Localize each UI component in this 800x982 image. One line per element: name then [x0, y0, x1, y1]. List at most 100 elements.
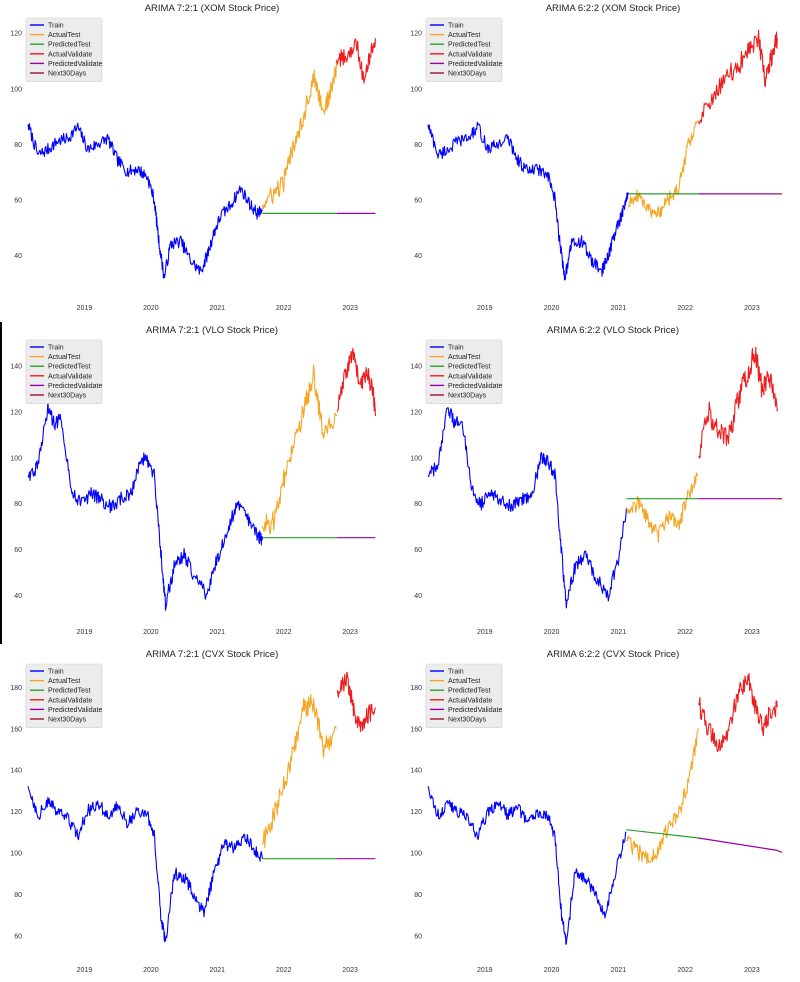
- x-tick-label: 2020: [544, 629, 560, 636]
- legend-label: Next30Days: [48, 71, 87, 78]
- legend-label: PredictedTest: [448, 688, 490, 695]
- y-tick-label: 80: [14, 142, 22, 149]
- x-tick-label: 2022: [276, 967, 292, 974]
- x-tick-label: 2021: [209, 305, 225, 312]
- legend-label: PredictedValidate: [48, 707, 102, 714]
- y-tick-label: 40: [14, 253, 22, 260]
- legend-label: Train: [48, 23, 64, 30]
- x-tick-label: 2023: [744, 629, 760, 636]
- legend-label: PredictedTest: [48, 42, 90, 49]
- legend-label: ActualValidate: [48, 51, 92, 58]
- legend-box: [425, 17, 503, 82]
- y-tick-label: 80: [14, 501, 22, 508]
- series-line-actualvalidate: [336, 347, 376, 417]
- chart-svg: ARIMA 7:2:1 (CVX Stock Price) 60 80 100 120 1…: [10, 649, 376, 974]
- x-tick-label: 2021: [611, 305, 627, 312]
- y-tick-label: 100: [410, 850, 422, 857]
- y-tick-label: 120: [10, 409, 22, 416]
- series-line-train: [427, 407, 627, 609]
- legend-label: ActualTest: [448, 32, 480, 39]
- legend-label: Train: [448, 23, 464, 30]
- series-line-train: [427, 121, 629, 281]
- x-tick-label: 2020: [544, 967, 560, 974]
- y-tick-label: 60: [414, 547, 422, 554]
- series-line-actualtest: [261, 693, 338, 849]
- y-tick-label: 60: [414, 197, 422, 204]
- x-tick-label: 2019: [477, 629, 493, 636]
- legend-box: [425, 339, 503, 404]
- legend-label: ActualValidate: [448, 51, 492, 58]
- y-tick-label: 140: [10, 768, 22, 775]
- legend-label: PredictedValidate: [48, 383, 102, 390]
- legend-label: PredictedTest: [448, 42, 490, 49]
- x-tick-label: 2020: [143, 967, 159, 974]
- chart-panel: ARIMA 7:2:1 (VLO Stock Price) 40 60 80 100 12…: [0, 322, 398, 644]
- x-tick-label: 2019: [77, 967, 93, 974]
- chart-svg: ARIMA 7:2:1 (XOM Stock Price) 40 60 80 100 12…: [10, 3, 376, 312]
- x-tick-label: 2021: [209, 629, 225, 636]
- series-line-predictedvalidate: [698, 837, 778, 851]
- legend-label: Train: [48, 345, 64, 352]
- y-tick-label: 100: [410, 86, 422, 93]
- legend-label: PredictedTest: [48, 688, 90, 695]
- series-line-actualvalidate: [336, 38, 376, 84]
- series-line-train: [27, 400, 263, 611]
- y-tick-label: 60: [14, 933, 22, 940]
- x-tick-label: 2022: [276, 305, 292, 312]
- x-tick-label: 2020: [143, 629, 159, 636]
- chart-title: ARIMA 6:2:2 (CVX Stock Price): [547, 649, 680, 660]
- y-tick-label: 40: [414, 253, 422, 260]
- legend-label: Train: [448, 669, 464, 676]
- y-tick-label: 80: [414, 142, 422, 149]
- chart-title: ARIMA 6:2:2 (XOM Stock Price): [546, 3, 681, 14]
- legend-label: PredictedTest: [448, 364, 490, 371]
- legend-box: [25, 339, 103, 404]
- legend-label: Next30Days: [48, 717, 87, 724]
- chart-panel: ARIMA 6:2:2 (XOM Stock Price) 40 60 80 100 12…: [400, 0, 800, 320]
- x-tick-label: 2023: [342, 967, 358, 974]
- series-line-train: [27, 786, 263, 943]
- x-tick-label: 2022: [276, 629, 292, 636]
- chart-title: ARIMA 6:2:2 (VLO Stock Price): [547, 325, 679, 336]
- series-line-actualtest: [625, 728, 700, 865]
- series-line-actualvalidate: [698, 346, 778, 459]
- x-tick-label: 2023: [744, 967, 760, 974]
- series-line-actualtest: [625, 472, 699, 543]
- series-line-actualtest: [261, 364, 338, 535]
- chart-panel: ARIMA 6:2:2 (VLO Stock Price) 40 60 80 100 12…: [400, 322, 800, 644]
- legend-label: ActualValidate: [448, 373, 492, 380]
- x-tick-label: 2022: [677, 305, 693, 312]
- y-tick-label: 120: [410, 31, 422, 38]
- series-line-train: [27, 122, 263, 279]
- legend-box: [25, 663, 103, 728]
- chart-title: ARIMA 7:2:1 (XOM Stock Price): [145, 3, 280, 14]
- legend-label: Next30Days: [448, 393, 487, 400]
- x-tick-label: 2020: [544, 305, 560, 312]
- x-tick-label: 2019: [77, 629, 93, 636]
- x-tick-label: 2023: [744, 305, 760, 312]
- series-line-actualtest: [261, 59, 338, 210]
- frame-edge: [0, 322, 2, 644]
- chart-panel: ARIMA 7:2:1 (XOM Stock Price) 40 60 80 100 12…: [0, 0, 398, 320]
- x-tick-label: 2023: [342, 629, 358, 636]
- legend-label: ActualTest: [48, 354, 80, 361]
- series-line-actualtest: [627, 120, 699, 218]
- legend-label: Train: [448, 345, 464, 352]
- legend-label: Next30Days: [48, 393, 87, 400]
- y-tick-label: 120: [410, 409, 422, 416]
- legend-label: ActualValidate: [448, 697, 492, 704]
- legend-label: ActualTest: [448, 354, 480, 361]
- legend-label: Train: [48, 669, 64, 676]
- legend-label: PredictedValidate: [448, 61, 502, 68]
- y-tick-label: 120: [10, 31, 22, 38]
- y-tick-label: 40: [14, 593, 22, 600]
- x-tick-label: 2023: [342, 305, 358, 312]
- series-line-next30days: [777, 849, 783, 854]
- chart-title: ARIMA 7:2:1 (VLO Stock Price): [146, 325, 278, 336]
- x-tick-label: 2021: [209, 967, 225, 974]
- legend-label: ActualValidate: [48, 697, 92, 704]
- y-tick-label: 160: [10, 726, 22, 733]
- x-tick-label: 2020: [143, 305, 159, 312]
- chart-svg: ARIMA 6:2:2 (XOM Stock Price) 40 60 80 100 12…: [410, 3, 782, 312]
